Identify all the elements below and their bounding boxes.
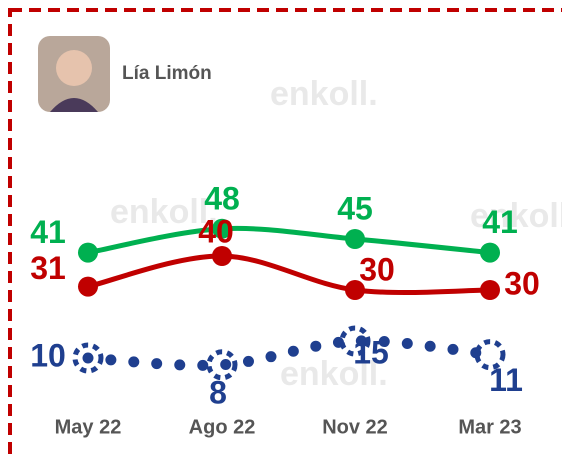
- point: [78, 277, 98, 297]
- photo-face: [56, 50, 92, 86]
- point: [480, 280, 500, 300]
- value-label: 48: [204, 180, 240, 216]
- value-label: 15: [353, 334, 389, 370]
- value-label: 41: [482, 204, 518, 240]
- point: [480, 243, 500, 263]
- chart: Lía Limón enkoll. enkoll. enkoll. enkoll…: [0, 0, 562, 460]
- x-tick-label: May 22: [55, 416, 122, 438]
- page: {"chart_data": {"type": "line", "title":…: [0, 0, 562, 460]
- x-tick-label: Mar 23: [458, 416, 521, 438]
- value-label: 45: [337, 190, 373, 226]
- value-label: 11: [489, 362, 523, 398]
- chart-title: Lía Limón: [122, 63, 212, 84]
- x-tick-label: Nov 22: [322, 416, 388, 438]
- value-label: 41: [30, 214, 66, 250]
- x-tick-label: Ago 22: [189, 416, 256, 438]
- value-label: 8: [209, 374, 227, 410]
- value-label: 40: [198, 213, 234, 249]
- watermark: enkoll.: [270, 75, 378, 113]
- value-label: 30: [359, 251, 395, 287]
- point: [345, 229, 365, 249]
- point: [78, 243, 98, 263]
- value-label: 31: [30, 250, 66, 286]
- value-label: 10: [30, 337, 66, 373]
- value-label: 30: [504, 265, 540, 301]
